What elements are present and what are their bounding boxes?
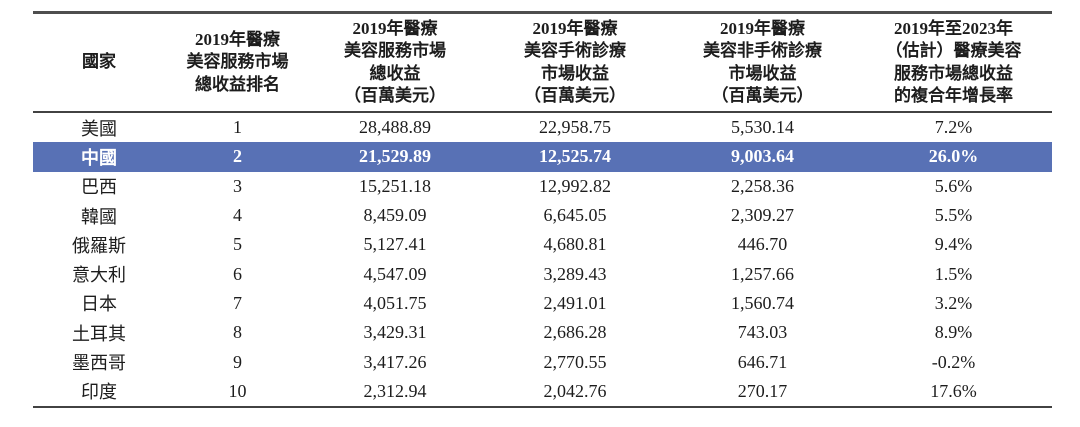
header-nonsurgical-revenue: 2019年醫療 美容非手術診療 市場收益 （百萬美元） xyxy=(670,12,855,113)
header-total-revenue: 2019年醫療 美容服務市場 總收益 （百萬美元） xyxy=(310,12,480,113)
table-row-italy: 意大利 6 4,547.09 3,289.43 1,257.66 1.5% xyxy=(33,259,1052,288)
rank-cell: 10 xyxy=(228,380,247,401)
total-revenue-cell: 4,547.09 xyxy=(363,263,427,284)
cagr-cell: 7.2% xyxy=(934,117,973,138)
table-row-india: 印度 10 2,312.94 2,042.76 270.17 17.6% xyxy=(33,377,1052,407)
total-revenue-cell: 2,312.94 xyxy=(363,380,427,401)
table-row-usa: 美國 1 28,488.89 22,958.75 5,530.14 7.2% xyxy=(33,112,1052,142)
country-cell: 印度 xyxy=(81,382,117,403)
nonsurgical-revenue-cell: 1,257.66 xyxy=(731,263,794,284)
country-cell: 墨西哥 xyxy=(72,353,126,374)
nonsurgical-revenue-cell: 9,003.64 xyxy=(670,142,855,172)
nonsurgical-revenue-cell: 2,309.27 xyxy=(731,205,794,226)
total-revenue-cell: 3,417.26 xyxy=(363,351,427,372)
table-body: 美國 1 28,488.89 22,958.75 5,530.14 7.2% 中… xyxy=(33,112,1052,407)
nonsurgical-revenue-cell: 743.03 xyxy=(737,322,788,343)
table-header: 國家 2019年醫療 美容服務市場 總收益排名 2019年醫療 美容服務市場 總… xyxy=(33,12,1052,113)
table-row-mexico: 墨西哥 9 3,417.26 2,770.55 646.71 -0.2% xyxy=(33,347,1052,376)
rank-cell: 7 xyxy=(233,292,242,313)
surgical-revenue-cell: 2,491.01 xyxy=(543,292,607,313)
total-revenue-cell: 4,051.75 xyxy=(363,292,427,313)
country-cell: 意大利 xyxy=(72,265,126,286)
surgical-revenue-cell: 2,042.76 xyxy=(543,380,607,401)
surgical-revenue-cell: 2,770.55 xyxy=(543,351,607,372)
cagr-cell: 5.5% xyxy=(934,205,973,226)
rank-cell: 9 xyxy=(233,351,242,372)
surgical-revenue-cell: 6,645.05 xyxy=(543,205,607,226)
rank-cell: 2 xyxy=(165,142,310,172)
rank-cell: 6 xyxy=(233,263,242,284)
table-row-turkey: 土耳其 8 3,429.31 2,686.28 743.03 8.9% xyxy=(33,318,1052,347)
table-row-japan: 日本 7 4,051.75 2,491.01 1,560.74 3.2% xyxy=(33,289,1052,318)
rank-cell: 4 xyxy=(233,205,242,226)
country-cell: 中國 xyxy=(33,142,165,172)
table-row-korea: 韓國 4 8,459.09 6,645.05 2,309.27 5.5% xyxy=(33,201,1052,230)
nonsurgical-revenue-cell: 5,530.14 xyxy=(731,117,794,138)
surgical-revenue-cell: 3,289.43 xyxy=(543,263,607,284)
cagr-cell: 1.5% xyxy=(934,263,973,284)
table-row-brazil: 巴西 3 15,251.18 12,992.82 2,258.36 5.6% xyxy=(33,172,1052,201)
rank-cell: 5 xyxy=(233,234,242,255)
nonsurgical-revenue-cell: 446.70 xyxy=(737,234,788,255)
header-cagr: 2019年至2023年 （估計）醫療美容 服務市場總收益 的複合年增長率 xyxy=(855,12,1052,113)
cagr-cell: -0.2% xyxy=(931,351,976,372)
header-surgical-revenue: 2019年醫療 美容手術診療 市場收益 （百萬美元） xyxy=(480,12,670,113)
table-row-china-highlighted: 中國 2 21,529.89 12,525.74 9,003.64 26.0% xyxy=(33,142,1052,172)
country-cell: 美國 xyxy=(81,118,117,139)
country-cell: 土耳其 xyxy=(72,323,126,344)
country-cell: 巴西 xyxy=(81,177,117,198)
rank-cell: 3 xyxy=(233,175,242,196)
surgical-revenue-cell: 2,686.28 xyxy=(543,322,607,343)
cagr-cell: 17.6% xyxy=(930,380,977,401)
rank-cell: 8 xyxy=(233,322,242,343)
header-row: 國家 2019年醫療 美容服務市場 總收益排名 2019年醫療 美容服務市場 總… xyxy=(33,12,1052,113)
nonsurgical-revenue-cell: 646.71 xyxy=(737,351,788,372)
surgical-revenue-cell: 12,992.82 xyxy=(539,175,611,196)
total-revenue-cell: 15,251.18 xyxy=(359,175,431,196)
total-revenue-cell: 28,488.89 xyxy=(359,117,431,138)
total-revenue-cell: 3,429.31 xyxy=(363,322,427,343)
total-revenue-cell: 8,459.09 xyxy=(363,205,427,226)
medical-aesthetics-market-table: 國家 2019年醫療 美容服務市場 總收益排名 2019年醫療 美容服務市場 總… xyxy=(33,11,1052,408)
cagr-cell: 3.2% xyxy=(934,292,973,313)
country-cell: 日本 xyxy=(81,294,117,315)
cagr-cell: 9.4% xyxy=(934,234,973,255)
cagr-cell: 8.9% xyxy=(934,322,973,343)
cagr-cell: 5.6% xyxy=(934,175,973,196)
country-cell: 俄羅斯 xyxy=(72,235,126,256)
surgical-revenue-cell: 22,958.75 xyxy=(539,117,611,138)
header-rank: 2019年醫療 美容服務市場 總收益排名 xyxy=(165,12,310,113)
surgical-revenue-cell: 12,525.74 xyxy=(480,142,670,172)
nonsurgical-revenue-cell: 1,560.74 xyxy=(731,292,794,313)
country-cell: 韓國 xyxy=(81,206,117,227)
cagr-cell: 26.0% xyxy=(855,142,1052,172)
total-revenue-cell: 5,127.41 xyxy=(363,234,427,255)
total-revenue-cell: 21,529.89 xyxy=(310,142,480,172)
table-row-russia: 俄羅斯 5 5,127.41 4,680.81 446.70 9.4% xyxy=(33,230,1052,259)
nonsurgical-revenue-cell: 2,258.36 xyxy=(731,175,794,196)
header-country: 國家 xyxy=(33,12,165,113)
rank-cell: 1 xyxy=(233,117,242,138)
surgical-revenue-cell: 4,680.81 xyxy=(543,234,607,255)
nonsurgical-revenue-cell: 270.17 xyxy=(737,380,788,401)
